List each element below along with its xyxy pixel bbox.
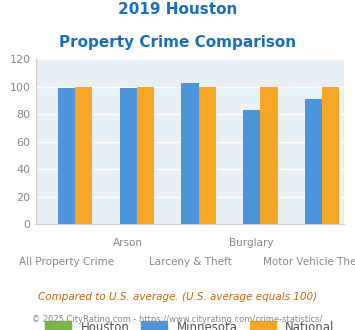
Text: All Property Crime: All Property Crime — [19, 257, 114, 267]
Text: Property Crime Comparison: Property Crime Comparison — [59, 35, 296, 50]
Text: Burglary: Burglary — [229, 238, 274, 248]
Text: © 2025 CityRating.com - https://www.cityrating.com/crime-statistics/: © 2025 CityRating.com - https://www.city… — [32, 315, 323, 324]
Text: Compared to U.S. average. (U.S. average equals 100): Compared to U.S. average. (U.S. average … — [38, 292, 317, 302]
Bar — [181, 83, 198, 224]
Bar — [198, 87, 216, 224]
Bar — [243, 110, 260, 224]
Bar — [58, 88, 75, 224]
Bar — [137, 87, 154, 224]
Text: 2019 Houston: 2019 Houston — [118, 2, 237, 16]
Legend: Houston, Minnesota, National: Houston, Minnesota, National — [40, 316, 339, 330]
Text: Arson: Arson — [113, 238, 143, 248]
Bar — [120, 88, 137, 224]
Text: Larceny & Theft: Larceny & Theft — [148, 257, 231, 267]
Bar — [322, 87, 339, 224]
Bar — [75, 87, 92, 224]
Bar — [305, 99, 322, 224]
Bar — [260, 87, 278, 224]
Text: Motor Vehicle Theft: Motor Vehicle Theft — [263, 257, 355, 267]
